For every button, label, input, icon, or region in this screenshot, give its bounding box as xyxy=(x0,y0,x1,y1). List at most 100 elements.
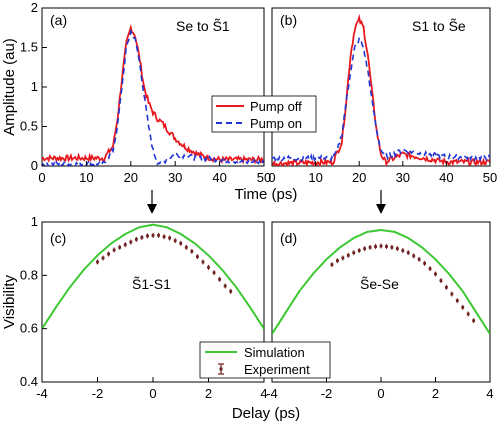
panel-d-label: (d) xyxy=(280,230,297,246)
series-pump-on-line xyxy=(272,37,490,163)
legend-experiment-label: Experiment xyxy=(244,362,310,377)
experiment-point xyxy=(401,248,405,254)
y-tick-label: 2 xyxy=(31,0,38,15)
x-tick-label: 0 xyxy=(38,170,45,185)
experiment-point xyxy=(223,283,227,289)
panel-d-annotation: S̃e-Se xyxy=(360,276,399,292)
experiment-point xyxy=(417,256,421,262)
legend-simulation-label: Simulation xyxy=(244,345,305,360)
experiment-point xyxy=(346,252,350,258)
experiment-point xyxy=(395,246,399,252)
experiment-point xyxy=(461,304,465,310)
y-tick-label: 0.6 xyxy=(20,321,38,336)
bottom-x-axis-label: Delay (ps) xyxy=(232,405,300,422)
legend-bottom-box xyxy=(199,341,331,379)
experiment-point xyxy=(134,236,138,242)
legend-top: Pump off Pump on xyxy=(211,95,317,133)
x-tick-label: 4 xyxy=(260,386,267,401)
x-tick-label: 50 xyxy=(257,170,271,185)
panel-a-data xyxy=(42,23,264,166)
y-tick-label: 1 xyxy=(31,79,38,94)
experiment-point xyxy=(184,244,188,250)
arrow-down-icon-d xyxy=(376,190,386,214)
x-tick-label: 10 xyxy=(308,170,322,185)
experiment-point xyxy=(146,233,149,239)
experiment-point xyxy=(412,253,416,259)
top-y-axis-label: Amplitude (au) xyxy=(1,38,18,136)
experiment-point xyxy=(129,239,133,245)
series-simulation-line xyxy=(272,228,490,335)
experiment-point xyxy=(472,318,476,324)
experiment-point xyxy=(151,232,155,238)
x-tick-label: 40 xyxy=(439,170,453,185)
arrow-down-icon-c xyxy=(147,190,157,214)
legend-pump-on-label: Pump on xyxy=(250,116,302,131)
x-tick-label: 0 xyxy=(377,386,384,401)
x-tick-label: -2 xyxy=(321,386,333,401)
series-simulation-line xyxy=(42,223,264,330)
x-tick-label: 40 xyxy=(212,170,226,185)
panel-b-label: (b) xyxy=(280,12,297,28)
experiment-point xyxy=(196,254,199,260)
x-tick-label: 2 xyxy=(432,386,439,401)
panel-c-label: (c) xyxy=(50,230,66,246)
experiment-point xyxy=(168,235,172,241)
y-tick-label: 0 xyxy=(31,158,38,173)
experiment-point xyxy=(352,250,356,256)
experiment-point xyxy=(229,288,233,294)
experiment-point xyxy=(207,264,210,270)
experiment-point xyxy=(212,270,216,276)
legend-top-box xyxy=(211,95,317,133)
legend-experiment-swatch xyxy=(218,363,224,375)
experiment-point xyxy=(423,260,426,266)
panel-b-frame xyxy=(271,7,491,167)
x-tick-label: 0 xyxy=(149,386,156,401)
y-tick-label: 0.5 xyxy=(20,119,38,134)
series-pump-on-line xyxy=(42,29,264,166)
x-tick-label: 20 xyxy=(352,170,366,185)
x-tick-label: -2 xyxy=(92,386,104,401)
panel-c-annotation: S̃1-S1 xyxy=(132,276,171,292)
experiment-point xyxy=(374,244,377,250)
panel-b-annotation: S1 to S̃e xyxy=(412,18,466,34)
x-tick-label: 30 xyxy=(396,170,410,185)
experiment-point xyxy=(118,244,122,250)
y-tick-label: 0.8 xyxy=(20,267,38,282)
experiment-point xyxy=(450,291,454,297)
experiment-point xyxy=(341,255,345,261)
experiment-point xyxy=(107,251,110,257)
x-tick-label: 2 xyxy=(205,386,212,401)
experiment-point xyxy=(368,244,372,250)
top-x-axis-label: Time (ps) xyxy=(235,186,298,203)
y-tick-label: 0.4 xyxy=(20,374,38,389)
experiment-point xyxy=(173,238,177,244)
experiment-point xyxy=(439,278,443,284)
x-tick-label: 0 xyxy=(268,170,275,185)
panel-a-label: (a) xyxy=(50,12,67,28)
x-tick-label: 30 xyxy=(168,170,182,185)
legend-pump-off-label: Pump off xyxy=(250,99,302,114)
x-tick-label: 50 xyxy=(483,170,497,185)
panel-c-data xyxy=(42,223,264,330)
bottom-y-axis-label: Visibility xyxy=(1,275,18,329)
experiment-point xyxy=(179,240,183,246)
x-tick-label: 4 xyxy=(486,386,493,401)
experiment-point xyxy=(357,248,361,254)
experiment-point xyxy=(162,234,166,240)
experiment-point xyxy=(157,232,160,238)
experiment-point xyxy=(434,271,437,277)
experiment-point xyxy=(201,259,205,265)
experiment-point xyxy=(140,234,144,240)
series-pump-off-line xyxy=(42,23,264,165)
experiment-point xyxy=(363,246,367,252)
panel-b-data xyxy=(272,13,490,166)
experiment-point xyxy=(466,311,470,317)
experiment-point xyxy=(330,262,334,268)
experiment-point xyxy=(123,242,127,248)
experiment-point xyxy=(190,248,194,254)
panel-a-annotation: Se to S̃1 xyxy=(176,18,230,34)
x-tick-label: -4 xyxy=(266,386,278,401)
